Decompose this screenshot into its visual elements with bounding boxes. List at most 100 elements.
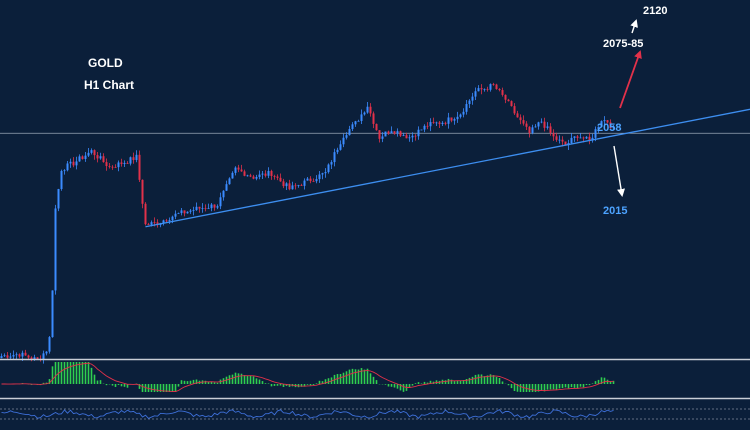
candle-body [447,117,450,124]
candle-body [369,106,372,114]
candle-body [6,355,9,358]
annotation-label: 2075-85 [603,38,643,50]
candle-body [249,175,252,177]
candle-body [594,129,597,138]
candle-body [309,178,312,182]
candle-body [261,173,264,175]
candle-body [366,106,369,113]
candle-body [387,131,390,134]
candle-body [381,136,384,139]
candle-body [513,106,516,114]
candle-body [135,154,138,161]
candle-body [507,99,510,102]
candle-body [270,170,273,176]
candle-body [213,204,216,208]
candle-body [546,126,549,128]
candle-body [237,167,240,170]
candle-body [21,352,24,357]
candle-body [84,155,87,159]
candle-body [165,220,168,222]
candle-body [225,184,228,191]
candle-body [150,222,153,225]
candle-body [264,173,267,176]
candle-body [414,135,417,137]
candle-body [30,357,33,360]
candle-body [132,157,135,161]
candle-body [609,122,612,129]
candle-body [192,210,195,211]
candle-body [330,162,333,165]
candle-body [171,216,174,221]
candle-body [36,357,39,360]
candle-body [258,174,261,177]
candle-body [375,123,378,131]
annotation-label: 2120 [643,5,667,17]
annotation-label: 2015 [603,205,627,217]
support-trendline [145,108,750,228]
candle-body [201,208,204,209]
oscillator-line-panel [0,408,750,420]
candle-body [528,126,531,133]
target-arrow-down [613,145,625,197]
candle-body [126,162,129,164]
candle-body [357,120,360,122]
candle-body [570,137,573,144]
candle-body [435,122,438,124]
chart-subtitle: H1 Chart [84,78,134,92]
candle-body [96,155,99,159]
candle-body [336,149,339,153]
candle-body [390,131,393,134]
candle-body [468,100,471,105]
candle-body [252,176,255,179]
price-panel [0,82,750,400]
candle-body [198,206,201,209]
candle-body [402,135,405,136]
candle-body [42,353,45,360]
candle-body [555,136,558,140]
candle-body [111,166,114,168]
candle-body [345,135,348,138]
candle-body [417,129,420,137]
candle-body [153,222,156,224]
candle-body [54,208,57,291]
candle-body [576,136,579,138]
candle-body [27,355,30,358]
candle-body [57,189,60,209]
candle-body [306,178,309,181]
candle-body [474,91,477,97]
candle-body [354,121,357,125]
candle-body [180,210,183,214]
candle-body [117,162,120,168]
candle-body [177,213,180,214]
candle-body [102,156,105,163]
chart-title: GOLD [88,56,123,70]
candle-body [108,166,111,167]
candle-body [459,114,462,117]
candle-body [579,137,582,139]
candle-body [9,356,12,358]
candle-body [99,156,102,159]
candle-body [543,121,546,128]
candle-body [495,84,498,90]
candle-body [432,122,435,123]
candle-body [312,181,315,182]
annotation-label: 2058 [597,122,621,134]
candle-body [228,178,231,185]
candle-body [588,136,591,141]
candle-body [18,354,21,357]
candle-body [63,170,66,172]
candle-body [234,167,237,173]
candle-body [219,197,222,207]
candle-body [408,137,411,139]
candle-body [195,206,198,211]
candle-body [315,179,318,182]
target-arrow-up-red [619,50,642,109]
oscillator-signal-line [1,362,614,392]
candle-body [516,113,519,118]
candle-body [240,169,243,172]
candle-body [273,175,276,177]
candle-body [429,122,432,127]
candle-body [471,96,474,101]
candle-body [489,84,492,90]
